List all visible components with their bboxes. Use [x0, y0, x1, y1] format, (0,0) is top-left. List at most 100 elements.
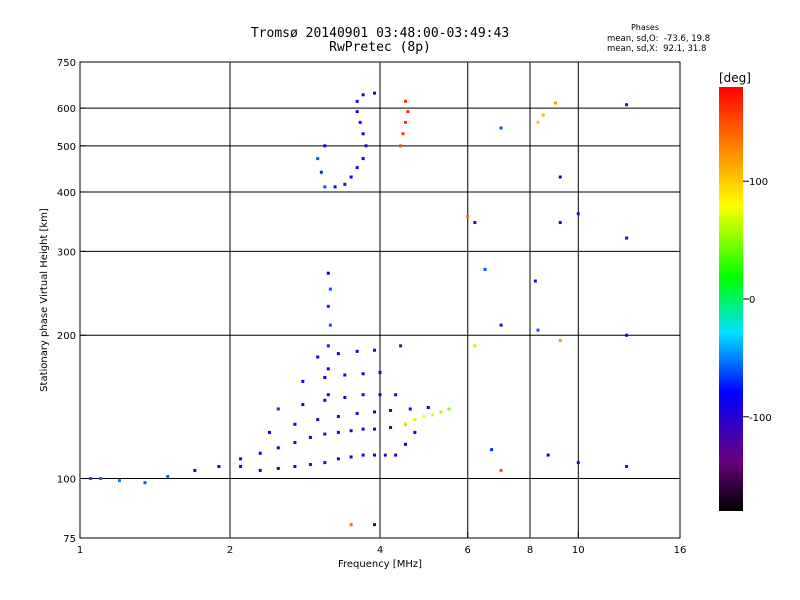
data-point: [336, 430, 340, 434]
data-point: [239, 464, 243, 468]
data-point: [389, 408, 393, 412]
data-point: [355, 99, 359, 103]
data-point: [319, 170, 323, 174]
colorbar-ticks: 100 0 -100: [743, 177, 772, 424]
data-point: [447, 407, 451, 411]
data-point: [394, 453, 398, 457]
y-tick-label: 500: [57, 142, 76, 153]
data-point: [143, 481, 147, 485]
data-point: [336, 457, 340, 461]
data-point: [267, 430, 271, 434]
grid-lines: [80, 62, 680, 538]
data-point: [533, 279, 537, 283]
data-point: [625, 333, 629, 337]
data-point: [349, 429, 353, 433]
data-point: [308, 463, 312, 467]
data-point: [499, 468, 503, 472]
data-point: [333, 185, 337, 189]
data-point: [336, 414, 340, 418]
phase-stat-x: mean, sd,X: 92.1, 31.8: [607, 44, 707, 54]
data-point: [373, 91, 377, 95]
data-point: [361, 93, 365, 97]
phases-heading: Phases: [630, 23, 660, 32]
x-tick-label: 2: [227, 545, 233, 556]
data-point: [349, 523, 353, 527]
data-point: [536, 120, 540, 124]
y-tick-label: 750: [57, 58, 76, 69]
data-point: [323, 398, 327, 402]
data-point: [473, 344, 477, 348]
data-point: [323, 461, 327, 465]
data-point: [326, 271, 330, 275]
data-point: [358, 120, 362, 124]
data-point: [258, 451, 262, 455]
x-tick-label: 6: [465, 545, 471, 556]
data-point: [373, 427, 377, 431]
x-tick-label: 1: [77, 545, 83, 556]
data-point: [361, 157, 365, 161]
data-point: [276, 446, 280, 450]
data-point: [166, 474, 170, 478]
data-point: [413, 418, 417, 422]
data-point: [217, 464, 221, 468]
x-axis-label: Frequency [MHz]: [338, 559, 422, 570]
data-point: [364, 144, 368, 148]
data-point: [349, 455, 353, 459]
chart-title: Tromsø 20140901 03:48:00-03:49:43: [250, 26, 510, 41]
data-point: [483, 267, 487, 271]
chart-subtitle: RwPretec (8p): [329, 40, 431, 55]
data-point: [328, 287, 332, 291]
data-point: [541, 113, 545, 117]
data-point: [625, 236, 629, 240]
data-point: [89, 477, 93, 481]
data-point: [355, 411, 359, 415]
data-point: [625, 464, 629, 468]
data-point: [316, 157, 320, 161]
data-point: [408, 407, 412, 411]
data-point: [336, 352, 340, 356]
data-point: [426, 406, 430, 410]
colorbar-tick-label: 0: [749, 295, 755, 306]
data-point: [99, 477, 103, 481]
colorbar-tick-label: 100: [749, 177, 768, 188]
data-point: [349, 175, 353, 179]
data-point: [625, 103, 629, 107]
data-point: [373, 410, 377, 414]
x-axis-ticks: 1 2 4 6 8 10 16: [77, 532, 686, 556]
data-point: [326, 367, 330, 371]
data-point: [378, 371, 382, 375]
data-point: [301, 403, 305, 407]
data-point: [403, 120, 407, 124]
y-tick-label: 300: [57, 247, 76, 258]
colorbar-unit-label: [deg]: [719, 71, 751, 85]
data-point: [361, 453, 365, 457]
data-point: [403, 442, 407, 446]
data-point: [439, 410, 443, 414]
data-point: [378, 393, 382, 397]
data-point: [293, 422, 297, 426]
data-point: [361, 393, 365, 397]
data-point: [403, 99, 407, 103]
y-tick-label: 400: [57, 188, 76, 199]
data-point: [343, 182, 347, 186]
data-point: [316, 355, 320, 359]
data-point: [328, 323, 332, 327]
y-tick-label: 100: [57, 475, 76, 486]
data-point: [401, 132, 405, 136]
data-point: [276, 466, 280, 470]
colorbar: [719, 87, 743, 511]
data-point: [499, 323, 503, 327]
y-tick-label: 600: [57, 104, 76, 115]
data-point: [389, 425, 393, 429]
data-point: [546, 453, 550, 457]
data-point: [499, 126, 503, 130]
y-axis-label: Stationary phase Virtual Height [km]: [39, 208, 50, 392]
data-point: [316, 418, 320, 422]
data-point: [326, 344, 330, 348]
x-tick-label: 4: [377, 545, 383, 556]
phase-stat-o: mean, sd,O: -73.6, 19.8: [607, 34, 711, 44]
data-point: [536, 328, 540, 332]
data-point: [373, 348, 377, 352]
data-point: [558, 175, 562, 179]
